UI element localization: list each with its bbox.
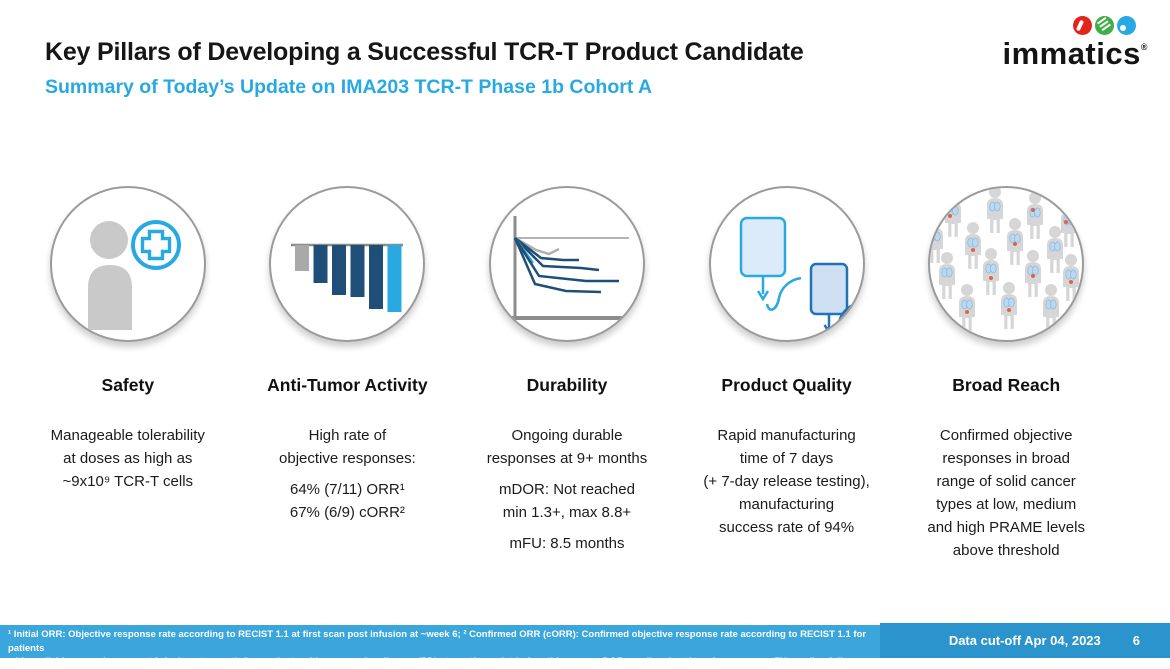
infusion-bags-icon [708,186,865,342]
pillar-text-anti-tumor-stats: 64% (7/11) ORR¹ 67% (6/9) cORR² [289,481,405,521]
immatics-logo: immatics® [1002,16,1148,69]
pillar-product-quality: Product Quality Rapid manufacturing time… [677,186,897,562]
footnotes: ¹ Initial ORR: Objective response rate a… [8,628,878,669]
pillar-broad-reach: Broad Reach Confirmed objective response… [896,186,1116,562]
pillar-durability: Durability Ongoing durable responses at … [457,186,677,562]
registered-mark: ® [1140,42,1148,52]
pillar-label-durability: Durability [526,375,608,395]
page-number: 6 [1132,633,1140,648]
pillar-text-durability-intro: Ongoing durable responses at 9+ months [486,427,648,467]
pillar-safety: Safety Manageable tolerability at doses … [18,186,238,562]
page-title: Key Pillars of Developing a Successful T… [45,38,804,66]
pillar-row: Safety Manageable tolerability at doses … [18,186,1116,562]
pillar-label-safety: Safety [101,375,155,395]
spider-plot-icon [488,186,645,342]
pillar-label-anti-tumor: Anti-Tumor Activity [267,375,428,395]
page-subtitle: Summary of Today’s Update on IMA203 TCR-… [45,76,653,98]
logo-red-dot-icon [1073,16,1092,35]
patient-with-medical-cross-icon [49,186,206,342]
pillar-text-durability-mdor: mDOR: Not reached min 1.3+, max 8.8+ [499,481,635,521]
waterfall-chart-icon [269,186,426,342]
footnote-line-2: with available second scan post infusion… [8,656,871,667]
pillar-text-durability-mfu: mFU: 8.5 months [509,535,625,552]
logo-brand-text: immatics [1002,36,1141,71]
patient-crowd-icon [928,186,1085,342]
pillar-text-broad-reach: Confirmed objective responses in broad r… [927,427,1085,559]
logo-wordmark: immatics® [1002,32,1148,69]
footer-band: ¹ Initial ORR: Objective response rate a… [0,623,1170,667]
data-cutoff-label: Data cut-off Apr 04, 2023 [948,633,1101,648]
logo-dots-icon [1073,16,1136,35]
pillar-anti-tumor-activity: Anti-Tumor Activity High rate of objecti… [238,186,458,562]
pillar-text-product-quality: Rapid manufacturing time of 7 days (+ 7-… [703,427,870,536]
pillar-label-product-quality: Product Quality [721,375,852,395]
logo-green-dot-icon [1095,16,1114,35]
pillar-text-anti-tumor-intro: High rate of objective responses: [279,427,416,467]
pillar-label-broad-reach: Broad Reach [952,375,1061,395]
pillar-text-safety: Manageable tolerability at doses as high… [50,427,205,490]
logo-blue-dot-icon [1117,16,1136,35]
data-cutoff-block: Data cut-off Apr 04, 2023 6 [880,623,1170,658]
slide-header: Key Pillars of Developing a Successful T… [45,38,804,99]
footnote-line-1: ¹ Initial ORR: Objective response rate a… [8,629,867,654]
